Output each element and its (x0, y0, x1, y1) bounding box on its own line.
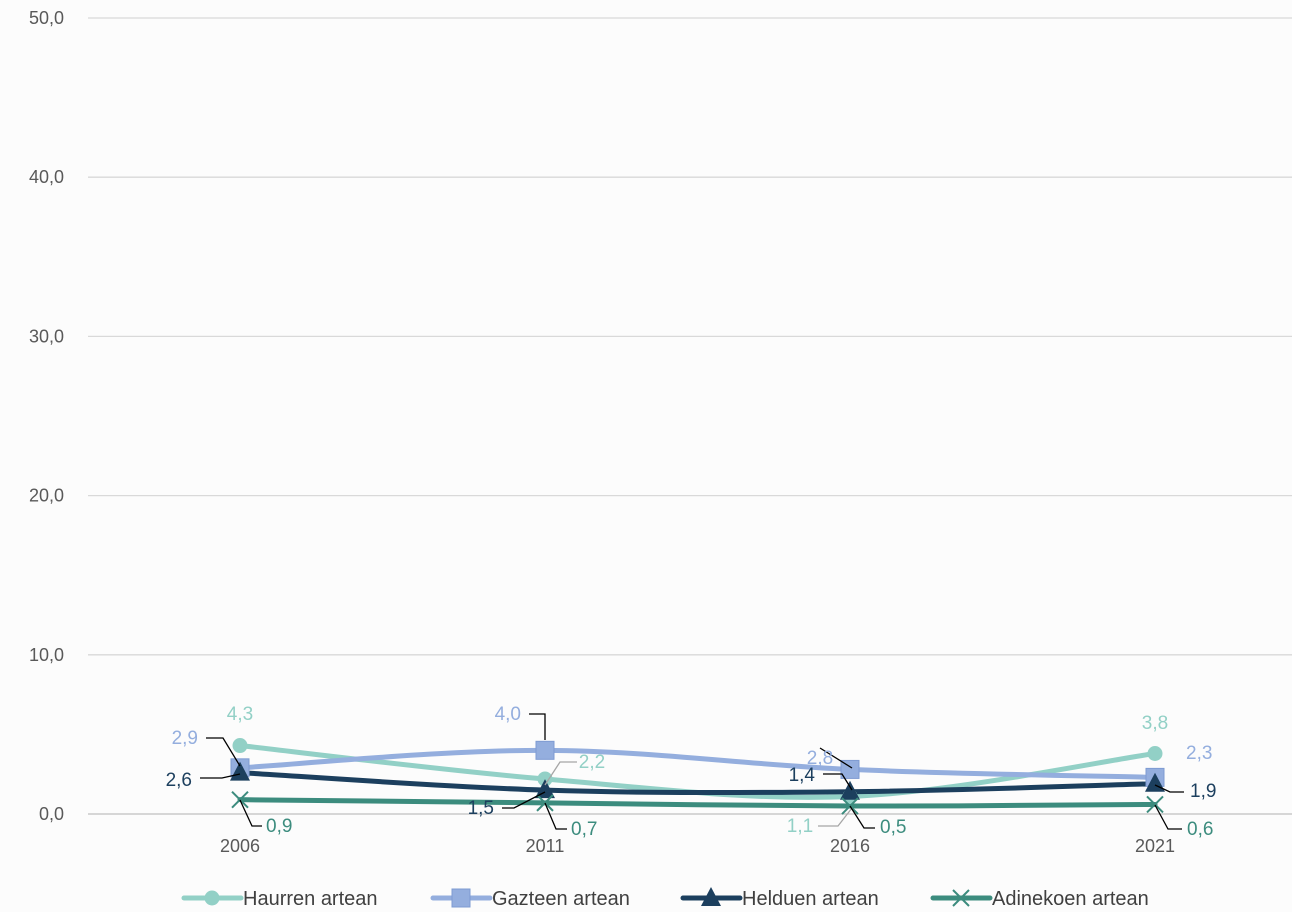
x-tick-label: 2021 (1135, 836, 1175, 856)
data-point (535, 779, 555, 799)
leader-line (502, 791, 546, 809)
data-label: 0,5 (880, 817, 906, 838)
data-point (535, 740, 555, 760)
y-tick-label: 30,0 (29, 326, 64, 346)
leader-line (818, 807, 853, 827)
x-tick-label: 2011 (526, 836, 565, 856)
leader-line (819, 747, 853, 769)
data-point (232, 738, 248, 754)
data-label: 4,0 (495, 704, 521, 725)
legend-item: Helduen artean (680, 887, 879, 910)
data-label: 1,4 (789, 765, 816, 786)
gridlines (88, 17, 1292, 815)
data-point (1146, 795, 1164, 814)
data-point (536, 794, 554, 812)
x-tick-label: 2006 (220, 836, 260, 856)
data-label: 3,8 (1142, 713, 1168, 734)
leader-line (200, 773, 241, 779)
legend-label: Gazteen artean (492, 888, 630, 910)
legend-label: Adinekoen artean (992, 888, 1149, 910)
series-line (237, 747, 1158, 780)
series-line (237, 797, 1158, 809)
leader-line (239, 799, 262, 827)
data-point (537, 771, 553, 787)
data-label: 2,9 (172, 728, 198, 749)
series-markers (230, 738, 1165, 815)
leader-line (544, 802, 567, 830)
leader-line (529, 713, 546, 740)
data-point (1147, 746, 1163, 762)
y-tick-label: 40,0 (29, 167, 64, 187)
data-label: 1,9 (1190, 781, 1216, 802)
legend-item: Haurren artean (181, 888, 378, 910)
x-axis: 2006 2011 2016 2021 (220, 836, 1175, 856)
data-point (230, 761, 250, 781)
legend-item: Adinekoen artean (930, 888, 1149, 910)
data-point (451, 888, 471, 908)
data-point (204, 890, 220, 906)
y-tick-label: 20,0 (29, 486, 64, 506)
data-label: 0,9 (266, 816, 292, 837)
data-point (701, 887, 721, 906)
legend-label: Helduen artean (742, 888, 879, 910)
data-label: 0,6 (1187, 819, 1213, 840)
series-line (237, 770, 1158, 796)
data-label: 0,7 (571, 819, 597, 840)
leader-line (544, 761, 577, 786)
data-point (231, 790, 249, 809)
legend: Haurren artean Gazteen artean Helduen arte… (181, 887, 1149, 910)
data-label: 4,3 (227, 704, 253, 725)
leader-line (823, 773, 853, 791)
data-label: 1,1 (787, 816, 813, 837)
leader-line (1154, 784, 1184, 793)
series-lines (237, 743, 1158, 809)
data-label: 2,6 (166, 770, 192, 791)
data-labels: 4,3 2,2 1,1 3,8 2,9 4,0 2,8 2,3 2,6 1,5 1,4 1,9 0,9 0… (166, 704, 1217, 840)
label-leaders (200, 713, 1184, 830)
y-tick-label: 0,0 (39, 804, 64, 824)
data-label: 2,8 (807, 748, 833, 769)
data-point (952, 889, 970, 907)
leader-line (206, 737, 241, 767)
y-tick-label: 50,0 (29, 8, 64, 28)
legend-item: Gazteen artean (430, 888, 630, 910)
y-tick-label: 10,0 (29, 645, 64, 665)
x-tick-label: 2016 (830, 836, 870, 856)
y-axis: 0,0 10,0 20,0 30,0 40,0 50,0 (29, 8, 64, 824)
data-label: 2,2 (579, 752, 605, 773)
data-point (840, 759, 860, 779)
leader-line (1154, 804, 1182, 830)
data-label: 1,5 (468, 798, 494, 819)
legend-label: Haurren artean (243, 888, 378, 910)
data-point (840, 780, 860, 800)
data-label: 2,3 (1186, 743, 1212, 764)
leader-line (849, 805, 875, 829)
